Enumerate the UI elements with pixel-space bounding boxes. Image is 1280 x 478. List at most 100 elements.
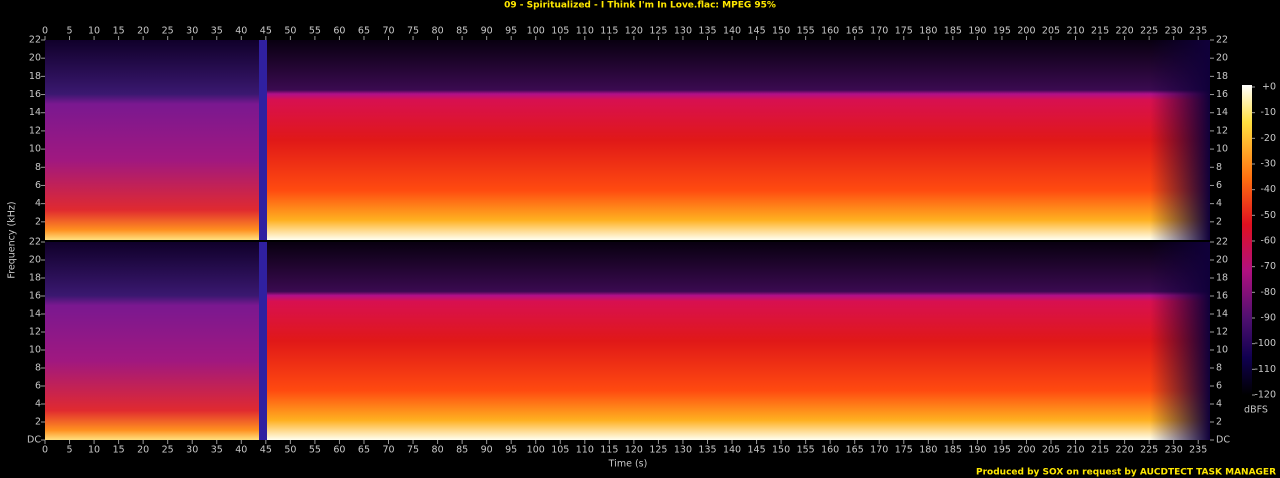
y-tick-label: 10 xyxy=(29,144,41,155)
colorbar xyxy=(1242,85,1252,395)
x-tick-label: 215 xyxy=(1091,26,1109,37)
y-tick-label: 20 xyxy=(1216,53,1228,64)
x-tick-label: 25 xyxy=(162,26,174,37)
x-tick-label: 110 xyxy=(576,445,594,456)
x-tick-label: 125 xyxy=(649,445,667,456)
x-tick-label: 115 xyxy=(600,26,618,37)
y-tick-label: 10 xyxy=(1216,144,1228,155)
y-tick-label: 8 xyxy=(35,363,41,374)
y-tick-label: 16 xyxy=(1216,89,1228,100)
y-tick-label: 12 xyxy=(29,125,41,136)
colorbar-tick-label: -50 xyxy=(1260,210,1276,221)
colorbar-tick-label: -20 xyxy=(1260,133,1276,144)
x-tick-label: 230 xyxy=(1165,445,1183,456)
x-tick-label: 235 xyxy=(1189,26,1207,37)
x-tick-label: 10 xyxy=(88,445,100,456)
y-tick-label: 2 xyxy=(35,216,41,227)
x-tick-label: 60 xyxy=(333,26,345,37)
y-tick-label: 20 xyxy=(1216,255,1228,266)
x-tick-label: 145 xyxy=(747,445,765,456)
x-tick-label: 15 xyxy=(113,445,125,456)
x-tick-label: 160 xyxy=(821,445,839,456)
y-tick-label: 4 xyxy=(35,198,41,209)
x-tick-label: 95 xyxy=(505,445,517,456)
x-tick-label: 140 xyxy=(723,445,741,456)
x-tick-label: 220 xyxy=(1116,445,1134,456)
x-tick-label: 45 xyxy=(260,445,272,456)
y-tick-label: 6 xyxy=(35,180,41,191)
x-tick-label: 30 xyxy=(186,26,198,37)
x-tick-label: 155 xyxy=(797,445,815,456)
x-tick-label: 120 xyxy=(625,445,643,456)
colorbar-tick-label: -110 xyxy=(1254,364,1276,375)
x-tick-label: 200 xyxy=(1017,26,1035,37)
x-tick-label: 130 xyxy=(674,26,692,37)
x-tick-label: 10 xyxy=(88,26,100,37)
y-tick-label: 16 xyxy=(29,291,41,302)
y-tick-label: DC xyxy=(1216,435,1230,446)
y-tick-label: 22 xyxy=(1216,35,1228,46)
x-tick-label: 185 xyxy=(944,26,962,37)
x-tick-label: 155 xyxy=(797,26,815,37)
x-tick-label: 80 xyxy=(432,445,444,456)
x-tick-label: 120 xyxy=(625,26,643,37)
colorbar-tick-label: -40 xyxy=(1260,184,1276,195)
x-tick-label: 60 xyxy=(333,445,345,456)
y-tick-label: 16 xyxy=(1216,291,1228,302)
x-tick-label: 100 xyxy=(527,26,545,37)
x-tick-label: 35 xyxy=(211,26,223,37)
colorbar-tick-label: -100 xyxy=(1254,338,1276,349)
y-tick-label: 12 xyxy=(1216,327,1228,338)
x-tick-label: 160 xyxy=(821,26,839,37)
colorbar-tick-label: -80 xyxy=(1260,287,1276,298)
x-tick-label: 30 xyxy=(186,445,198,456)
x-tick-label: 145 xyxy=(747,26,765,37)
y-tick-label: 12 xyxy=(29,327,41,338)
x-tick-label: 195 xyxy=(993,26,1011,37)
x-tick-label: 105 xyxy=(551,445,569,456)
colorbar-tick-label: +0 xyxy=(1262,82,1276,93)
x-tick-label: 65 xyxy=(358,26,370,37)
x-tick-label: 55 xyxy=(309,26,321,37)
x-tick-label: 35 xyxy=(211,445,223,456)
x-tick-label: 170 xyxy=(870,445,888,456)
spectrogram-image xyxy=(45,40,1210,440)
x-tick-label: 70 xyxy=(382,445,394,456)
x-tick-label: 40 xyxy=(235,26,247,37)
x-tick-label: 50 xyxy=(284,445,296,456)
colorbar-tick-label: -30 xyxy=(1260,159,1276,170)
x-tick-label: 25 xyxy=(162,445,174,456)
x-tick-label: 125 xyxy=(649,26,667,37)
y-tick-label: 10 xyxy=(29,345,41,356)
x-tick-label: 55 xyxy=(309,445,321,456)
x-tick-label: 135 xyxy=(698,445,716,456)
y-tick-label: DC xyxy=(27,435,41,446)
footer: Produced by SOX on request by AUCDTECT T… xyxy=(976,468,1276,478)
colorbar-tick-label: -70 xyxy=(1260,261,1276,272)
y-tick-label: 8 xyxy=(1216,162,1222,173)
y-tick-label: 6 xyxy=(1216,180,1222,191)
x-tick-label: 130 xyxy=(674,445,692,456)
x-tick-label: 190 xyxy=(968,26,986,37)
x-tick-label: 180 xyxy=(919,26,937,37)
chart-title: 09 - Spiritualized - I Think I'm In Love… xyxy=(504,1,776,11)
x-tick-label: 135 xyxy=(698,26,716,37)
y-tick-label: 20 xyxy=(29,255,41,266)
x-tick-label: 105 xyxy=(551,26,569,37)
x-tick-label: 75 xyxy=(407,445,419,456)
x-tick-label: 200 xyxy=(1017,445,1035,456)
x-tick-label: 0 xyxy=(42,26,48,37)
x-tick-label: 165 xyxy=(846,445,864,456)
y-tick-label: 14 xyxy=(1216,107,1228,118)
x-tick-label: 180 xyxy=(919,445,937,456)
x-tick-label: 85 xyxy=(456,26,468,37)
y-tick-label: 22 xyxy=(29,237,41,248)
y-tick-label: 22 xyxy=(29,35,41,46)
x-tick-label: 205 xyxy=(1042,445,1060,456)
x-tick-label: 150 xyxy=(772,26,790,37)
y-tick-label: 14 xyxy=(1216,309,1228,320)
y-tick-label: 14 xyxy=(29,107,41,118)
x-tick-label: 190 xyxy=(968,445,986,456)
x-tick-label: 80 xyxy=(432,26,444,37)
